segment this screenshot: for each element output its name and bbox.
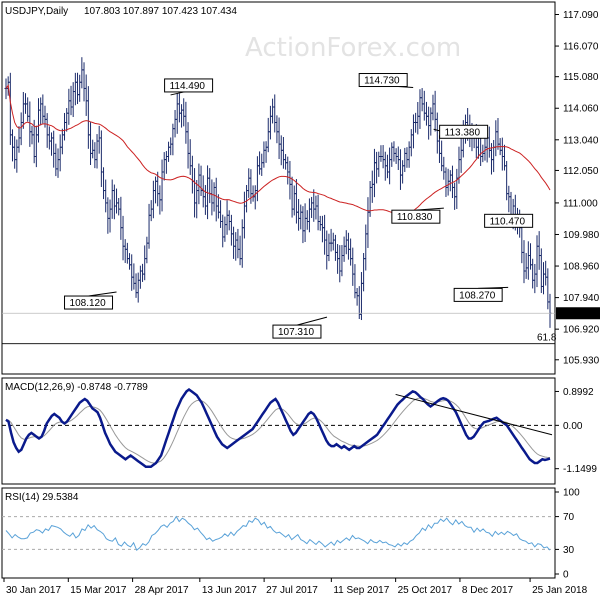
x-tick-label: 15 Mar 2017 [70,585,127,596]
macd-label: MACD(12,26,9) -0.8748 -0.7789 [5,382,148,393]
watermark: ActionForex.com [245,33,461,63]
rsi-tick-label: 100 [563,488,580,499]
price-annotations: 114.490 108.120 107.310 114.730 113.380 110.8… [64,73,534,339]
annotation-label: 107.310 [278,327,315,338]
current-price-label: 107.434 [562,309,599,320]
price-tick-label: 114.060 [563,104,599,115]
fib-level: 61.8 [2,333,557,345]
rsi-tick-label: 70 [563,512,575,523]
price-tick-label: 117.090 [563,10,599,21]
macd-trendline [395,393,553,436]
macd-y-axis: 0.8992 0.00 -1.1499 [2,387,597,475]
price-tick-label: 109.980 [563,230,600,241]
price-tick-label: 115.080 [563,72,599,83]
ohlc-bars [4,57,552,328]
moving-average-line [5,84,551,215]
macd-signal-line [5,397,551,464]
price-panel-title: USDJPY,Daily [5,6,68,17]
price-tick-label: 107.940 [563,293,600,304]
annotation-leader [296,316,328,326]
price-tick-label: 111.000 [563,198,598,209]
annotation-box [391,209,441,224]
price-tick-label: 112.050 [563,166,599,177]
annotation-box [484,213,534,228]
x-tick-label: 30 Jan 2017 [6,585,61,596]
price-tick-label: 113.040 [563,135,599,146]
macd-tick-label: 0.00 [563,421,583,432]
price-tick-label: 108.960 [563,262,600,273]
x-tick-label: 8 Dec 2017 [462,585,514,596]
rsi-y-axis: 100 70 30 0 [2,488,580,581]
annotation-box [439,124,489,139]
rsi-panel-frame [1,487,556,579]
rsi-label: RSI(14) 29.5384 [5,492,79,503]
price-tick-label: 106.920 [563,325,600,336]
macd-tick-label: -1.1499 [563,464,597,475]
annotation-box [453,287,503,302]
annotation-label: 114.730 [364,76,400,87]
fib-label: 61.8 [537,333,557,344]
macd-tick-label: 0.8992 [563,387,594,398]
annotation-box [164,78,214,93]
x-tick-label: 25 Jan 2018 [532,585,587,596]
x-tick-label: 11 Sep 2017 [333,585,389,596]
x-tick-label: 25 Oct 2017 [398,585,453,596]
current-price-line: 107.434 [2,307,600,320]
macd-panel-frame [1,377,556,485]
price-tick-label: 105.930 [563,355,600,366]
price-panel-frame [1,1,556,375]
annotation-label: 110.830 [397,212,433,223]
annotation-leader [88,291,117,297]
x-tick-label: 27 Jul 2017 [266,585,318,596]
annotation-box [64,295,114,310]
annotation-label: 110.470 [490,216,526,227]
ohlc-values: 107.803 107.897 107.423 107.434 [84,6,237,17]
rsi-tick-label: 30 [563,545,575,556]
macd-line [5,387,551,469]
annotation-label: 108.270 [459,290,496,301]
annotation-label: 113.380 [445,127,481,138]
annotation-label: 108.120 [70,298,107,309]
annotation-box [272,324,322,339]
price-tick-label: 116.070 [563,42,599,53]
x-tick-label: 28 Apr 2017 [135,585,189,596]
rsi-line [5,515,551,552]
current-price-box [556,307,600,320]
annotation-label: 114.490 [170,81,206,92]
x-axis: 30 Jan 2017 15 Mar 2017 28 Apr 2017 13 Jun … [3,578,588,596]
rsi-tick-label: 0 [563,570,569,581]
price-y-axis: 117.090 116.070 115.080 114.060 113.040 112.0… [555,10,600,366]
annotation-box [358,73,408,88]
x-tick-label: 13 Jun 2017 [202,585,257,596]
